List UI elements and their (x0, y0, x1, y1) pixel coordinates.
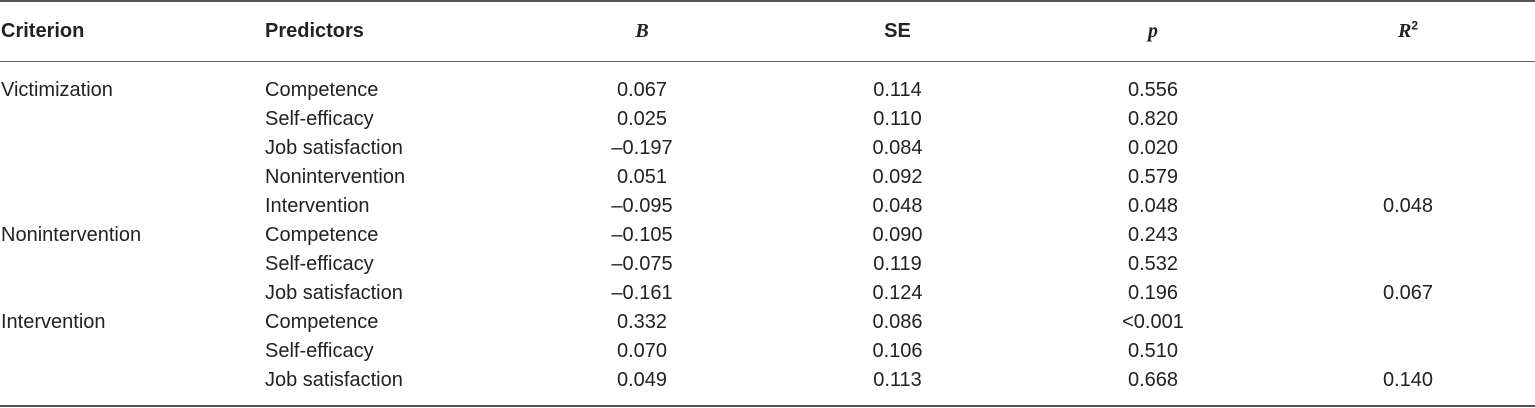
header-se: SE (884, 19, 911, 42)
cell-se: 0.106 (872, 340, 923, 362)
table-body: Victimization Competence 0.067 0.114 0.556 Se… (0, 62, 1535, 395)
cell-b: –0.075 (611, 253, 673, 275)
cell-p: 0.556 (1127, 79, 1179, 101)
cell-r2 (1280, 308, 1535, 337)
cell-se: 0.084 (872, 137, 923, 159)
cell-r2 (1280, 105, 1535, 134)
table-row: Self-efficacy 0.070 0.106 0.510 (0, 337, 1535, 366)
cell-criterion: Victimization (1, 79, 113, 101)
cell-p: 0.579 (1127, 166, 1179, 188)
cell-criterion (0, 163, 265, 192)
header-r2-base: R (1397, 19, 1412, 42)
cell-predictor: Self-efficacy (265, 108, 374, 130)
header-b: B (635, 19, 649, 42)
cell-criterion (0, 192, 265, 221)
cell-r2: 0.140 (1382, 369, 1434, 391)
cell-r2 (1280, 221, 1535, 250)
cell-criterion: Intervention (1, 311, 106, 333)
cell-r2 (1280, 134, 1535, 163)
cell-b: 0.332 (616, 311, 668, 333)
cell-se: 0.124 (872, 282, 923, 304)
cell-b: 0.051 (616, 166, 668, 188)
cell-se: 0.086 (872, 311, 923, 333)
cell-p: 0.048 (1127, 195, 1179, 217)
cell-se: 0.090 (872, 224, 923, 246)
cell-p: 0.532 (1127, 253, 1179, 275)
cell-b: 0.070 (616, 340, 668, 362)
cell-r2 (1280, 337, 1535, 366)
cell-criterion (0, 279, 265, 308)
table-row: Nonintervention 0.051 0.092 0.579 (0, 163, 1535, 192)
cell-r2: 0.048 (1382, 195, 1434, 217)
cell-predictor: Job satisfaction (265, 282, 403, 304)
cell-b: 0.025 (616, 108, 668, 130)
cell-se: 0.092 (872, 166, 923, 188)
cell-p: 0.820 (1127, 108, 1179, 130)
table-header: Criterion Predictors B SE p R2 (0, 0, 1535, 62)
cell-r2 (1280, 163, 1535, 192)
cell-criterion (0, 105, 265, 134)
table-row: Job satisfaction –0.161 0.124 0.196 0.067 (0, 279, 1535, 308)
cell-b: 0.067 (616, 79, 668, 101)
header-r2-superscript: 2 (1411, 17, 1419, 32)
cell-se: 0.119 (873, 253, 922, 275)
table-bottom-rule (0, 405, 1535, 407)
table-top-rule (0, 0, 1535, 2)
table-row: Nonintervention Competence –0.105 0.090 0.24… (0, 221, 1535, 250)
cell-predictor: Intervention (265, 195, 370, 217)
cell-criterion (0, 337, 265, 366)
table-row: Job satisfaction –0.197 0.084 0.020 (0, 134, 1535, 163)
cell-predictor: Self-efficacy (265, 253, 374, 275)
cell-p: 0.668 (1127, 369, 1179, 391)
cell-criterion (0, 366, 265, 395)
cell-predictor: Competence (265, 224, 379, 246)
cell-b: –0.095 (611, 195, 673, 217)
cell-r2 (1280, 62, 1535, 105)
table-row: Intervention –0.095 0.048 0.048 0.048 (0, 192, 1535, 221)
regression-table: Criterion Predictors B SE p R2 Victimiza… (0, 0, 1535, 395)
cell-se: 0.110 (873, 108, 922, 130)
table-row: Victimization Competence 0.067 0.114 0.556 (0, 62, 1535, 105)
cell-predictor: Nonintervention (265, 166, 406, 188)
table-row: Intervention Competence 0.332 0.086 <0.001 (0, 308, 1535, 337)
cell-predictor: Self-efficacy (265, 340, 374, 362)
header-r2: R2 (1280, 0, 1535, 62)
cell-predictor: Competence (265, 311, 379, 333)
cell-r2: 0.067 (1382, 282, 1434, 304)
cell-p: 0.020 (1127, 137, 1179, 159)
cell-p: <0.001 (1122, 311, 1184, 333)
table-row: Self-efficacy 0.025 0.110 0.820 (0, 105, 1535, 134)
header-criterion: Criterion (1, 19, 85, 42)
cell-p: 0.510 (1127, 340, 1179, 362)
header-predictors: Predictors (265, 19, 364, 42)
cell-se: 0.048 (872, 195, 923, 217)
cell-predictor: Job satisfaction (265, 137, 403, 159)
cell-predictor: Job satisfaction (265, 369, 403, 391)
cell-criterion: Nonintervention (1, 224, 142, 246)
cell-criterion (0, 134, 265, 163)
cell-criterion (0, 250, 265, 279)
cell-b: –0.197 (611, 137, 673, 159)
cell-se: 0.114 (873, 79, 922, 101)
cell-b: –0.105 (611, 224, 673, 246)
cell-r2 (1280, 250, 1535, 279)
cell-se: 0.113 (873, 369, 922, 391)
cell-p: 0.196 (1127, 282, 1179, 304)
cell-b: 0.049 (616, 369, 668, 391)
header-p: p (1148, 19, 1158, 42)
cell-b: –0.161 (611, 282, 673, 304)
table-row: Self-efficacy –0.075 0.119 0.532 (0, 250, 1535, 279)
header-row: Criterion Predictors B SE p R2 (0, 0, 1535, 62)
table-header-rule (0, 61, 1535, 62)
cell-p: 0.243 (1127, 224, 1179, 246)
cell-predictor: Competence (265, 79, 379, 101)
table-row: Job satisfaction 0.049 0.113 0.668 0.140 (0, 366, 1535, 395)
